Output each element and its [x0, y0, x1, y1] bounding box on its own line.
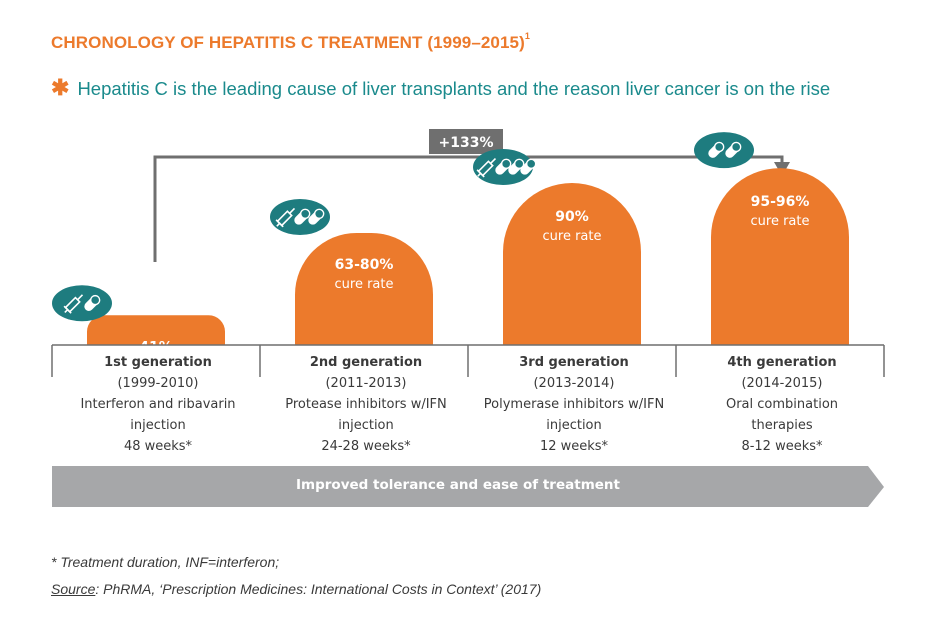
syringe-shape [476, 157, 497, 178]
title-footnote-marker: 1 [524, 31, 530, 41]
generation-treatment: Interferon and ribavarin [80, 397, 236, 412]
generation-years: (2011-2013) [325, 376, 407, 391]
generation-treatment: Oral combination [725, 397, 839, 412]
icons-group [52, 132, 754, 322]
generation-name: 3rd generation [519, 355, 629, 370]
syringe-pill-icon [52, 285, 112, 322]
improvement-arrow [153, 155, 790, 262]
bar-value-label: 41% [139, 339, 173, 355]
pill-shape [294, 208, 311, 225]
source-text: : PhRMA, ‘Prescription Medicines: Intern… [95, 581, 542, 597]
tolerance-arrow-banner [52, 466, 884, 507]
source-label: Source [51, 581, 96, 597]
pill-shape [495, 158, 512, 175]
bar-value-suffix: cure rate [335, 277, 394, 292]
generation-name: 2nd generation [309, 355, 423, 370]
source-line: Source: PhRMA, ‘Prescription Medicines: … [51, 581, 541, 597]
syringe-shape [275, 207, 296, 228]
generation-treatment: Polymerase inhibitors w/IFN [483, 397, 665, 412]
syringe-pill-pill-pill-icon [473, 149, 537, 185]
generation-name: 1st generation [104, 355, 212, 370]
generation-method: injection [338, 418, 394, 433]
generation-treatment: Protease inhibitors w/IFN [285, 397, 447, 412]
generation-duration: 8-12 weeks* [741, 439, 823, 454]
generation-3: 3rd generation (2013-2014) Polymerase in… [471, 352, 677, 457]
syringe-shape [63, 294, 84, 314]
generation-duration: 48 weeks* [123, 439, 193, 454]
bars-group: 41% cure rate 63-80% cure rate 90% cure rate 9… [87, 168, 849, 374]
generation-years: (1999-2010) [117, 376, 199, 391]
pill-shape [520, 158, 537, 175]
generation-duration: 24-28 weeks* [321, 439, 411, 454]
bar-1 [87, 315, 225, 345]
pill-pill-icon [694, 132, 754, 169]
bar-value-label: 63-80% [335, 257, 394, 273]
bar-value-suffix: cure rate [543, 229, 602, 244]
bar-4 [711, 168, 849, 345]
bar-value-suffix: cure rate [751, 214, 810, 229]
columns-grid [51, 344, 885, 377]
asterisk-icon: ✱ [51, 75, 70, 100]
pill-shape [725, 141, 742, 158]
improvement-badge: +133% [429, 129, 503, 154]
improvement-label: +133% [439, 135, 494, 151]
subtitle: ✱ Hepatitis C is the leading cause of liv… [51, 75, 830, 101]
subtitle-text: Hepatitis C is the leading cause of live… [77, 78, 831, 99]
generation-method: therapies [751, 418, 813, 433]
generation-duration: 12 weeks* [539, 439, 609, 454]
generation-years: (2013-2014) [533, 376, 615, 391]
generation-years: (2014-2015) [741, 376, 823, 391]
bar-value-label: 90% [555, 209, 589, 225]
chart-title: CHRONOLOGY OF HEPATITIS C TREATMENT (199… [51, 31, 530, 52]
bar-value-label: 95-96% [751, 194, 810, 210]
bar-3 [503, 183, 641, 345]
pill-shape [708, 141, 725, 158]
generation-name: 4th generation [727, 355, 837, 370]
syringe-pill-pill-icon [270, 198, 330, 235]
bar-value-suffix: cure rate [127, 359, 186, 374]
generation-2: 2nd generation (2011-2013) Protease inhi… [263, 352, 469, 457]
bar-2 [295, 232, 433, 345]
generation-4: 4th generation (2014-2015) Oral combinat… [679, 352, 885, 457]
pill-shape [84, 294, 101, 311]
generation-1: 1st generation (1999-2010) Interferon an… [55, 352, 261, 457]
generation-method: injection [130, 418, 186, 433]
tolerance-banner-label: Improved tolerance and ease of treatment [296, 477, 620, 493]
generation-method: injection [546, 418, 602, 433]
footnote: * Treatment duration, INF=interferon; [51, 554, 280, 570]
